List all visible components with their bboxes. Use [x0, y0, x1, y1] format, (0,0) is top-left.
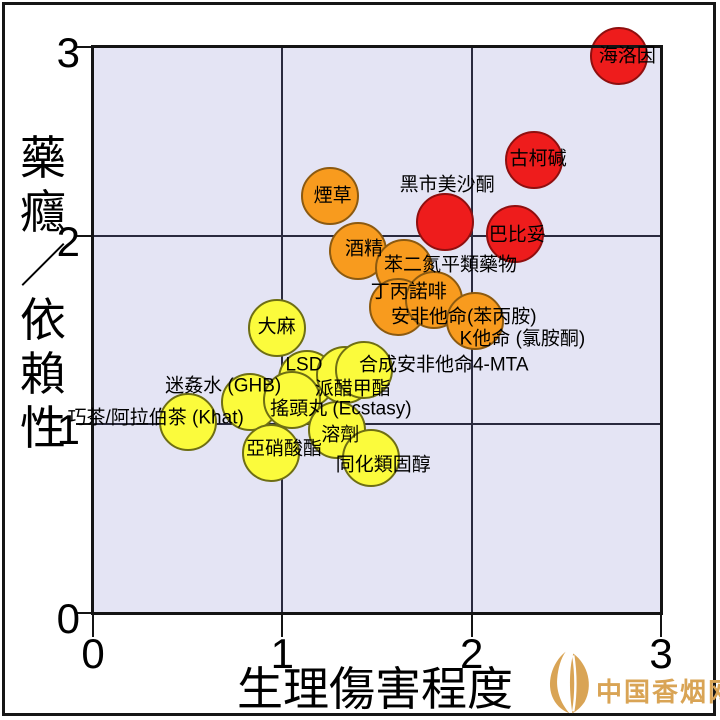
point-ketamine: [446, 291, 505, 350]
y-axis-title: 藥癮／依賴性: [18, 131, 68, 455]
point-cocaine: [505, 131, 564, 190]
label-four-mta: 合成安非他命4-MTA: [358, 354, 529, 376]
label-lsd: LSD: [285, 354, 323, 376]
y-axis-title-char: ／: [20, 240, 66, 292]
label-heroin: 海洛因: [598, 45, 656, 67]
scatter-points-layer: [93, 27, 661, 613]
label-barbiturates: 巴比妥: [488, 224, 546, 246]
point-barbiturates: [486, 204, 545, 263]
x-tick-mark: [470, 613, 473, 637]
label-ghb: 迷姦水 (GHB): [165, 375, 282, 397]
x-axis-title: 生理傷害程度: [237, 663, 513, 715]
y-axis-title-char: 藥: [20, 132, 66, 184]
point-tobacco: [300, 167, 359, 226]
y-tick-mark: [76, 46, 93, 48]
y-tick-mark: [76, 612, 93, 614]
ticks-layer: 0 1 2 3 0 1 2 3: [57, 32, 673, 675]
gridline-horizontal: [93, 423, 661, 426]
label-buprenorphine: 丁丙諾啡: [370, 281, 447, 303]
y-axis-title-char: 癮: [20, 186, 66, 238]
point-cannabis: [247, 299, 306, 358]
point-alkyl-nitrites: [241, 423, 300, 482]
watermark: 中国香烟网: [540, 645, 720, 717]
point-labels-layer: 大麻巧茶/阿拉伯茶 (Khat) 迷姦水 (GHB) LSD 搖頭丸 (Ecstasy…: [68, 45, 661, 613]
watermark-text: 中国香烟网: [596, 677, 720, 707]
label-tobacco: 煙草: [313, 185, 352, 207]
label-anabolic-steroids: 同化類固醇: [335, 454, 431, 476]
label-amphetamine: 安非他命(苯丙胺): [390, 306, 537, 328]
label-alkyl-nitrites: 亞硝酸酯: [245, 438, 322, 460]
x-tick-label: 0: [81, 630, 105, 677]
label-benzodiazepines: 苯二氮平類藥物: [383, 254, 518, 276]
point-khat: [158, 393, 217, 452]
point-four-mta: [334, 340, 393, 399]
point-street-methadone: [416, 193, 475, 252]
y-tick-label: 0: [56, 595, 80, 642]
label-methylphenidate: 派醋甲酯: [314, 378, 391, 400]
label-cannabis: 大麻: [257, 316, 296, 338]
leaf-icon: [550, 651, 589, 714]
label-ecstasy: 搖頭丸 (Ecstasy): [270, 398, 412, 420]
label-cocaine: 古柯碱: [509, 148, 567, 170]
x-tick-mark: [660, 613, 662, 637]
x-tick-label: 2: [459, 630, 484, 677]
point-anabolic-steroids: [342, 429, 401, 488]
x-tick-label: 3: [649, 630, 673, 677]
y-tick-label: 2: [56, 217, 80, 265]
x-tick-label: 1: [270, 630, 294, 677]
y-axis-title-char: 性: [20, 402, 66, 454]
y-tick-label: 1: [56, 406, 80, 454]
y-tick-mark: [76, 234, 93, 237]
y-tick-mark: [76, 423, 93, 426]
y-axis-title-char: 依: [20, 294, 66, 346]
label-solvents: 溶劑: [321, 424, 360, 446]
y-axis-title-char: 賴: [20, 348, 66, 400]
x-tick-mark: [92, 613, 94, 637]
plot-area: [93, 47, 661, 613]
point-heroin: [590, 27, 649, 86]
label-alcohol: 酒精: [345, 238, 384, 260]
label-street-methadone: 黑市美沙酮: [399, 175, 495, 197]
y-tick-label: 3: [56, 29, 80, 76]
label-ketamine: K他命 (氯胺酮): [459, 328, 586, 350]
label-khat: 巧茶/阿拉伯茶 (Khat): [67, 407, 244, 429]
x-tick-mark: [281, 613, 284, 637]
